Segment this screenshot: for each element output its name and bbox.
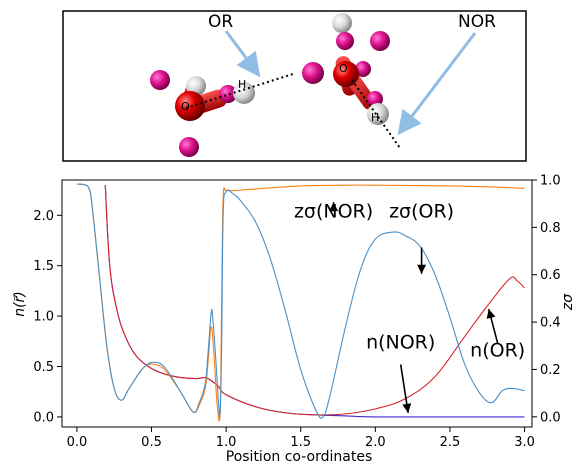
pink-atom xyxy=(367,91,383,107)
pink-atom xyxy=(219,85,237,103)
atom-label-o-left: O xyxy=(181,100,190,113)
hbond-direction-nor xyxy=(351,79,401,149)
hydrogen-atom xyxy=(186,76,206,96)
x-tick-label: 0.5 xyxy=(141,435,162,450)
series-layer xyxy=(76,183,525,422)
left-axis-label: n(r⃗) xyxy=(12,291,28,317)
or-label: OR xyxy=(208,12,233,32)
annotation-label: zσ(OR) xyxy=(389,200,454,222)
oxygen-atom xyxy=(175,91,205,121)
molecule-panel: O H O H OR NOR xyxy=(62,10,527,162)
right-tick-label: 0.2 xyxy=(540,363,561,378)
x-tick-label: 2.0 xyxy=(365,435,386,450)
water-molecule-right: O H xyxy=(302,13,390,125)
right-axis-ticks: 0.0 0.2 0.4 0.6 0.8 1.0 xyxy=(532,174,561,425)
annotation-label: n(NOR) xyxy=(366,331,435,353)
left-tick-label: 2.0 xyxy=(33,209,54,224)
left-tick-label: 1.0 xyxy=(33,310,54,325)
annotation-arrowhead xyxy=(329,202,339,212)
chart: 0.0 0.5 1.0 1.5 2.0 2.5 3.0 0.0 0.5 1.0 1.5 2.0 0.… xyxy=(12,174,576,465)
nor-pointer-arrow xyxy=(397,32,477,136)
atom-label-h-left: H xyxy=(238,78,246,91)
atom-label-o-right: O xyxy=(339,62,348,75)
x-tick-label: 1.5 xyxy=(290,435,311,450)
series-line-nor xyxy=(104,185,525,416)
left-tick-label: 0.5 xyxy=(33,360,54,375)
right-tick-label: 0.4 xyxy=(540,316,561,331)
x-tick-label: 0.0 xyxy=(67,435,88,450)
annotation-arrowhead xyxy=(402,403,412,413)
series-line-zor xyxy=(76,183,525,419)
x-tick-label: 1.0 xyxy=(216,435,237,450)
right-tick-label: 0.8 xyxy=(540,221,561,236)
left-tick-label: 0.0 xyxy=(33,410,54,425)
or-pointer-arrow xyxy=(224,30,261,78)
plot-frame xyxy=(61,179,533,428)
left-tick-label: 1.5 xyxy=(33,259,54,274)
pink-atom xyxy=(336,32,354,50)
annotation-label: zσ(NOR) xyxy=(294,200,373,222)
x-axis-label: Position co-ordinates xyxy=(226,449,373,465)
x-tick-label: 3.0 xyxy=(514,435,535,450)
x-axis-ticks: 0.0 0.5 1.0 1.5 2.0 2.5 3.0 xyxy=(67,427,535,450)
molecule-panel-frame xyxy=(62,10,527,162)
pink-atom xyxy=(355,61,371,77)
water-molecule-left: O H xyxy=(150,70,255,157)
pink-atom xyxy=(302,62,324,84)
atom-label-h-right: H xyxy=(371,111,379,124)
pink-atom xyxy=(150,70,170,90)
annotation-layer: zσ(NOR) zσ(OR) n(NOR) n(OR) xyxy=(294,200,525,414)
pink-atom xyxy=(370,31,390,51)
right-tick-label: 1.0 xyxy=(540,174,561,189)
annotation-arrowhead xyxy=(486,309,496,319)
left-axis-ticks: 0.0 0.5 1.0 1.5 2.0 xyxy=(33,209,62,425)
hydrogen-atom xyxy=(332,13,352,33)
pink-atom xyxy=(179,137,199,157)
hbond-direction-or xyxy=(185,73,294,109)
annotation-label: n(OR) xyxy=(470,339,525,361)
right-tick-label: 0.6 xyxy=(540,268,561,283)
x-tick-label: 2.5 xyxy=(440,435,461,450)
right-tick-label: 0.0 xyxy=(540,410,561,425)
annotation-arrowhead xyxy=(417,264,427,274)
nor-label: NOR xyxy=(458,12,496,32)
right-axis-label: zσ xyxy=(560,293,576,311)
